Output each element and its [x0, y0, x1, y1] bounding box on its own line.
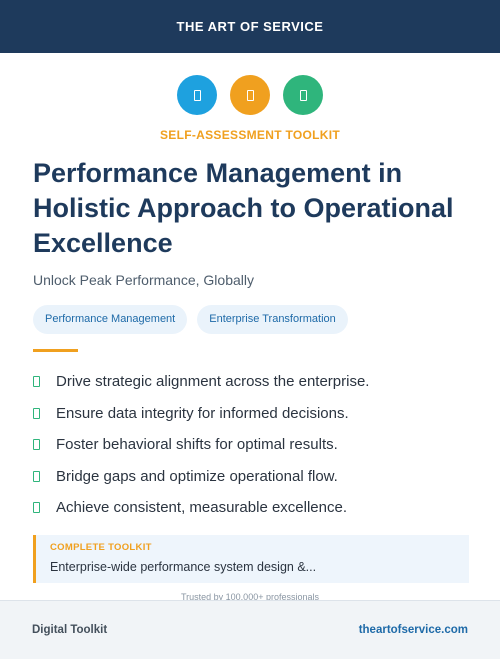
trusted-note: Trusted by 100,000+ professionals [180, 592, 319, 600]
list-item-text: Foster behavioral shifts for optimal res… [56, 436, 338, 454]
list-item: Foster behavioral shifts for optimal res… [33, 429, 369, 461]
brand-header: THE ART OF SERVICE [0, 0, 500, 53]
check-icon [33, 376, 40, 388]
list-item: Ensure data integrity for informed decis… [33, 398, 369, 430]
tag-enterprise-transformation: Enterprise Transformation [197, 305, 348, 334]
toolkit-callout: COMPLETE TOOLKIT Enterprise-wide perform… [33, 535, 469, 583]
list-item: Bridge gaps and optimize operational flo… [33, 461, 369, 493]
check-icon [33, 439, 40, 451]
tag-list: Performance Management Enterprise Transf… [33, 305, 348, 334]
check-icon [33, 470, 40, 482]
list-item: Drive strategic alignment across the ent… [33, 366, 369, 398]
subtitle: Unlock Peak Performance, Globally [33, 272, 254, 288]
check-icon [33, 407, 40, 419]
list-item-text: Bridge gaps and optimize operational flo… [56, 467, 338, 485]
footer-label: Digital Toolkit [32, 624, 108, 636]
brand-name: THE ART OF SERVICE [176, 19, 324, 34]
document-icon-orange [230, 75, 270, 115]
benefit-list: Drive strategic alignment across the ent… [33, 366, 369, 524]
list-item-text: Achieve consistent, measurable excellenc… [56, 499, 347, 517]
list-item: Achieve consistent, measurable excellenc… [33, 492, 369, 524]
tag-performance-management: Performance Management [33, 305, 188, 334]
page-title: Performance Management in Holistic Appro… [33, 158, 454, 258]
callout-text: Enterprise-wide performance system desig… [50, 560, 317, 574]
check-icon [33, 502, 40, 514]
list-item-text: Drive strategic alignment across the ent… [56, 373, 370, 391]
accent-divider [33, 349, 78, 352]
list-item-text: Ensure data integrity for informed decis… [56, 404, 349, 422]
kicker-label: SELF-ASSESSMENT TOOLKIT [159, 128, 341, 142]
icon-row [0, 75, 500, 115]
callout-label: COMPLETE TOOLKIT [50, 542, 152, 553]
website-link[interactable]: theartofservice.com [358, 624, 468, 636]
document-icon-green [283, 75, 323, 115]
document-icon-blue [177, 75, 217, 115]
footer: Digital Toolkit theartofservice.com [0, 600, 500, 659]
